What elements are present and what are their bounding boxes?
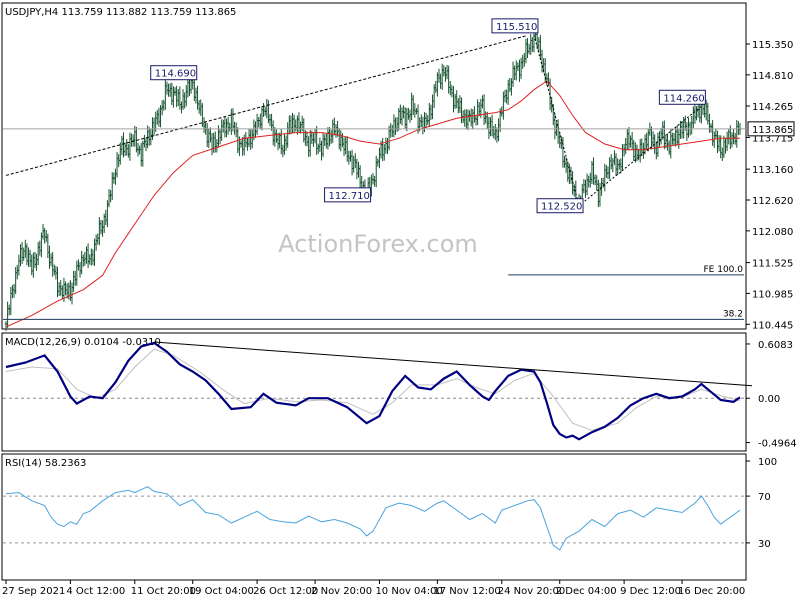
fe-level-label: FE 100.0 bbox=[704, 265, 744, 275]
macd-tick-label: 0.00 bbox=[758, 394, 780, 405]
price-tick-label: 110.445 bbox=[752, 320, 793, 331]
last-price-box bbox=[747, 121, 795, 137]
price-axis: 115.350 114.810 114.265 113.715 113.160 112.6… bbox=[746, 40, 793, 331]
time-tick-label: 19 Oct 04:00 bbox=[189, 586, 254, 597]
rsi-panel-frame bbox=[1, 453, 747, 581]
price-tick-label: 113.160 bbox=[752, 165, 793, 176]
macd-tick-label: -0.4964 bbox=[758, 439, 797, 450]
macd-panel-frame bbox=[1, 332, 747, 452]
swing-label-box bbox=[658, 89, 706, 105]
moving-average-line bbox=[5, 80, 740, 328]
price-tick-label: 114.265 bbox=[752, 102, 793, 113]
time-tick-label: 24 Nov 20:00 bbox=[498, 586, 565, 597]
price-header: USDJPY,H4 113.759 113.882 113.759 113.86… bbox=[5, 7, 236, 18]
swing-label: 115.510 bbox=[496, 22, 537, 33]
macd-trendline bbox=[154, 341, 753, 387]
swing-label: 114.690 bbox=[155, 69, 196, 80]
price-tick-label: 111.525 bbox=[752, 259, 793, 270]
last-price-label: 113.865 bbox=[752, 125, 793, 136]
price-panel: USDJPY,H4 113.759 113.882 113.759 113.86… bbox=[1, 2, 795, 331]
swing-label-box bbox=[324, 187, 372, 203]
swing-label: 112.520 bbox=[541, 202, 582, 213]
swing-label: 114.260 bbox=[663, 93, 704, 104]
rsi-panel: RSI(14) 58.2363 100 70 30 bbox=[1, 453, 777, 581]
macd-signal-line bbox=[5, 348, 741, 431]
rsi-tick-label: 70 bbox=[758, 492, 771, 503]
time-tick-label: 16 Dec 20:00 bbox=[678, 586, 745, 597]
watermark: ActionForex.com bbox=[278, 230, 478, 258]
rsi-line bbox=[5, 486, 741, 551]
price-tick-label: 114.810 bbox=[752, 71, 793, 82]
price-tick-label: 112.080 bbox=[752, 227, 793, 238]
time-tick-label: 4 Oct 12:00 bbox=[66, 586, 125, 597]
macd-header: MACD(12,26,9) 0.0104 -0.0310 bbox=[5, 337, 161, 348]
time-tick-label: 10 Nov 04:00 bbox=[375, 586, 442, 597]
time-tick-label: 17 Nov 12:00 bbox=[433, 586, 500, 597]
price-tick-label: 113.715 bbox=[752, 133, 793, 144]
swing-label-box bbox=[491, 18, 539, 34]
rsi-tick-label: 30 bbox=[758, 539, 771, 550]
fib-level-label: 38.2 bbox=[723, 309, 743, 319]
time-tick-label: 2 Nov 20:00 bbox=[311, 586, 372, 597]
macd-axis: 0.6083 0.00 -0.4964 bbox=[746, 340, 797, 450]
swing-label-box bbox=[150, 65, 198, 81]
candlestick-series bbox=[4, 26, 742, 331]
macd-panel: MACD(12,26,9) 0.0104 -0.0310 0.6083 0.00 -… bbox=[1, 332, 797, 452]
price-tick-label: 110.985 bbox=[752, 289, 793, 300]
time-tick-label: 26 Oct 12:00 bbox=[253, 586, 318, 597]
swing-label-box bbox=[536, 198, 584, 214]
price-tick-label: 112.620 bbox=[752, 196, 793, 207]
rsi-axis: 100 70 30 bbox=[3, 457, 777, 550]
time-tick-label: 9 Dec 12:00 bbox=[620, 586, 681, 597]
swing-labels: 114.690 112.710 115.510 112.520 114.260 bbox=[150, 18, 706, 214]
macd-tick-label: 0.6083 bbox=[758, 340, 793, 351]
macd-main-line bbox=[5, 341, 741, 441]
time-tick-label: 27 Sep 2021 bbox=[2, 586, 65, 597]
swing-dashed-line bbox=[533, 34, 702, 207]
time-tick-label: 11 Oct 20:00 bbox=[131, 586, 196, 597]
price-panel-frame bbox=[1, 2, 747, 330]
time-tick-label: 2 Dec 04:00 bbox=[556, 586, 617, 597]
price-tick-label: 115.350 bbox=[752, 40, 793, 51]
swing-label: 112.710 bbox=[329, 191, 370, 202]
rsi-tick-label: 100 bbox=[758, 457, 777, 468]
rsi-header: RSI(14) 58.2363 bbox=[5, 458, 86, 469]
